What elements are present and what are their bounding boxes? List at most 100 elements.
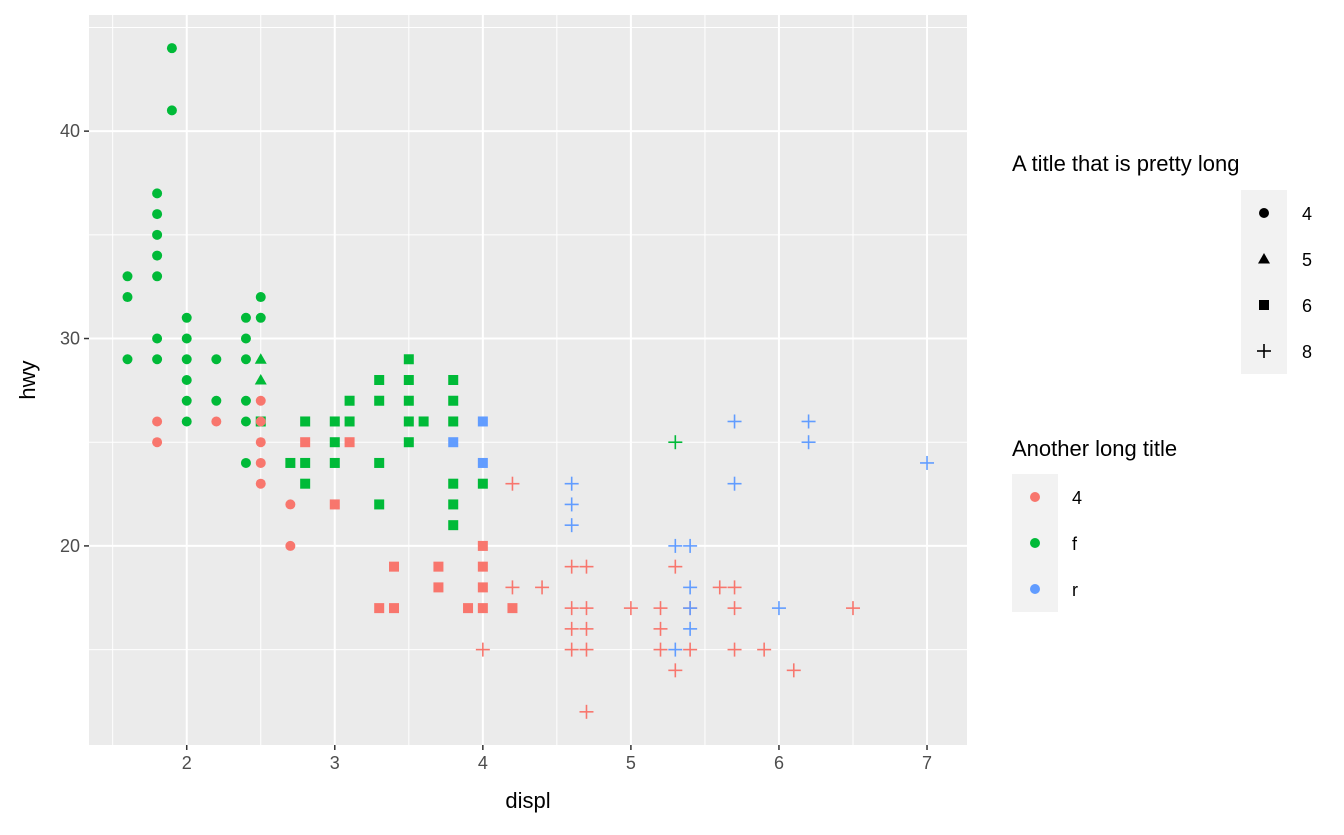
data-point <box>403 354 414 365</box>
color-legend-title: Another long title <box>1012 436 1177 461</box>
data-point <box>403 395 414 406</box>
data-point <box>727 642 742 657</box>
data-point <box>477 603 488 614</box>
data-point <box>477 540 488 551</box>
data-point <box>255 457 266 468</box>
data-point <box>668 435 683 450</box>
data-point <box>181 333 192 344</box>
data-point <box>181 375 192 385</box>
shape-legend-label: 6 <box>1302 296 1312 316</box>
data-point <box>344 395 355 406</box>
data-point <box>786 663 801 678</box>
data-point <box>507 603 518 614</box>
data-point <box>505 476 520 491</box>
data-point <box>564 601 579 616</box>
data-point <box>152 229 163 240</box>
data-point <box>152 250 163 261</box>
data-point <box>152 354 163 365</box>
data-point <box>683 580 698 595</box>
y-tick-label: 40 <box>60 121 80 141</box>
data-point <box>285 540 296 551</box>
data-point <box>727 476 742 491</box>
data-point <box>653 642 668 657</box>
data-point <box>579 642 594 657</box>
x-tick-label: 6 <box>774 753 784 773</box>
data-point <box>448 395 459 406</box>
data-point <box>240 416 251 427</box>
data-point <box>344 437 355 448</box>
data-point <box>285 499 296 510</box>
gridlines <box>89 15 967 745</box>
x-tick-label: 5 <box>626 753 636 773</box>
data-point <box>122 271 133 282</box>
data-point <box>181 312 192 323</box>
data-point <box>653 601 668 616</box>
data-point <box>255 478 266 489</box>
data-point <box>374 375 385 385</box>
x-axis-label: displ <box>505 788 550 813</box>
data-point <box>579 704 594 719</box>
data-point <box>300 416 311 427</box>
shape-legend-label: 5 <box>1302 250 1312 270</box>
data-point <box>448 375 459 385</box>
axes: 2 3 4 5 6 7 20 30 40 <box>60 121 932 773</box>
color-legend-label: r <box>1072 580 1078 600</box>
data-point <box>535 580 550 595</box>
data-point <box>668 642 683 657</box>
color-legend-key-icon <box>1030 492 1040 502</box>
data-point <box>564 476 579 491</box>
data-point <box>240 457 251 468</box>
data-point <box>122 354 133 365</box>
data-point <box>579 601 594 616</box>
x-tick-label: 3 <box>330 753 340 773</box>
data-point <box>152 416 163 427</box>
y-tick-label: 30 <box>60 329 80 349</box>
data-point <box>477 457 488 468</box>
data-point <box>668 559 683 574</box>
shape-legend-label: 4 <box>1302 204 1312 224</box>
data-point <box>564 559 579 574</box>
data-point <box>403 416 414 427</box>
data-point <box>757 642 772 657</box>
shape-legend-key-triangle-icon <box>1258 253 1270 264</box>
shape-legend-title: A title that is pretty long <box>1012 151 1239 176</box>
data-point <box>727 414 742 429</box>
data-point <box>683 642 698 657</box>
data-point <box>389 561 400 572</box>
data-point <box>463 603 474 614</box>
data-point <box>475 642 490 657</box>
data-point <box>448 478 459 489</box>
data-point <box>255 312 266 323</box>
data-point <box>801 435 816 450</box>
color-legend-label: 4 <box>1072 488 1082 508</box>
data-point <box>433 582 444 593</box>
data-point <box>166 105 177 116</box>
data-point <box>152 271 163 282</box>
data-point <box>211 395 222 406</box>
data-point <box>448 437 459 448</box>
data-point <box>579 559 594 574</box>
data-point <box>683 538 698 553</box>
data-point <box>344 416 355 427</box>
data-point <box>240 354 251 365</box>
data-point <box>579 621 594 636</box>
data-point <box>623 601 638 616</box>
data-point <box>255 416 266 427</box>
data-point <box>374 603 385 614</box>
data-point <box>477 416 488 427</box>
shape-legend-key-plus-icon <box>1257 344 1271 358</box>
data-point <box>211 416 222 427</box>
data-point <box>254 374 267 385</box>
data-point <box>300 457 311 468</box>
data-point <box>255 437 266 448</box>
data-point <box>152 188 163 199</box>
shape-legend-key-square-icon <box>1259 300 1269 310</box>
data-point <box>152 333 163 344</box>
data-point <box>211 354 222 365</box>
x-tick-label: 4 <box>478 753 488 773</box>
data-point <box>801 414 816 429</box>
data-point <box>329 457 340 468</box>
data-point <box>564 518 579 533</box>
data-point <box>433 561 444 572</box>
